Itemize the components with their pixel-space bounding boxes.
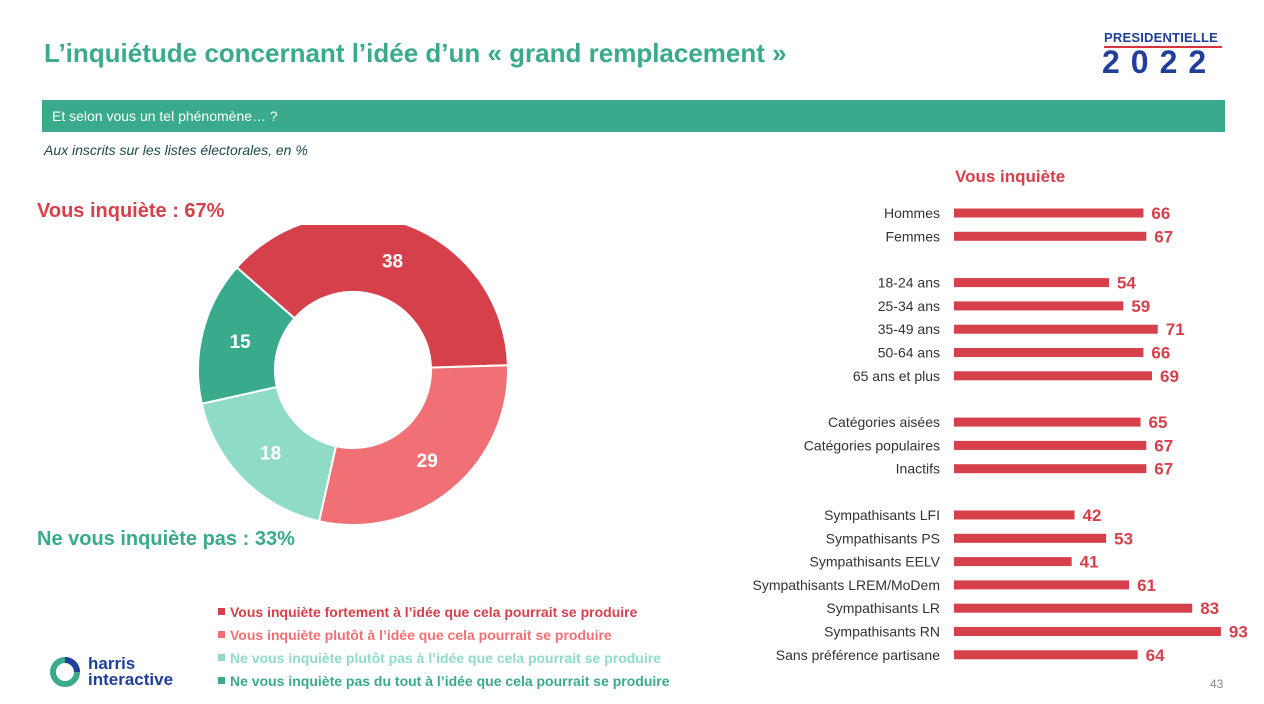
bar-value-label-0: 66 <box>1151 204 1170 223</box>
bar-category-label-16: Sans préférence partisane <box>776 647 940 663</box>
bar-value-label-5: 66 <box>1151 344 1170 363</box>
bar-14 <box>954 603 1193 613</box>
bar-value-label-13: 61 <box>1137 576 1156 595</box>
presidentielle-logo: PRESIDENTIELLE 2022 <box>1100 30 1225 80</box>
bar-category-label-11: Sympathisants PS <box>826 530 940 546</box>
bar-category-label-8: Catégories populaires <box>804 437 940 453</box>
harris-line2: interactive <box>88 670 174 689</box>
bar-value-label-3: 59 <box>1131 297 1150 316</box>
bar-13 <box>954 580 1130 590</box>
donut-slice-3 <box>197 266 296 405</box>
base-note: Aux inscrits sur les listes électorales,… <box>44 142 308 158</box>
donut-slice-label-2: 18 <box>260 443 281 464</box>
bar-12 <box>954 557 1072 567</box>
harris-logo: harris interactive <box>48 655 173 694</box>
bar-4 <box>954 324 1158 334</box>
bar-value-label-6: 69 <box>1160 367 1179 386</box>
legend-item-0: Vous inquiète fortement à l’idée que cel… <box>218 600 670 623</box>
bar-category-label-5: 50-64 ans <box>878 345 940 361</box>
logo-top-text: PRESIDENTIELLE <box>1104 30 1219 45</box>
bar-value-label-2: 54 <box>1117 274 1136 293</box>
bar-value-label-8: 67 <box>1154 436 1173 455</box>
donut-slice-label-1: 29 <box>417 451 438 472</box>
bar-value-label-1: 67 <box>1154 227 1173 246</box>
harris-ring-icon <box>50 657 80 687</box>
bar-5 <box>954 348 1144 357</box>
legend-label-3: Ne vous inquiète pas du tout à l’idée qu… <box>230 672 670 689</box>
legend-swatch-1 <box>218 631 225 638</box>
bar-category-label-14: Sympathisants LR <box>826 600 940 616</box>
harris-line1: harris <box>88 654 136 673</box>
bar-value-label-14: 83 <box>1200 599 1219 618</box>
bar-chart-title: Vous inquiète <box>955 167 1066 186</box>
donut-chart: 38 29 18 15 <box>197 225 509 526</box>
bar-value-label-12: 41 <box>1080 553 1099 572</box>
bar-category-label-7: Catégories aisées <box>828 414 940 430</box>
question-text: Et selon vous un tel phénomène… ? <box>52 108 278 124</box>
bar-category-label-13: Sympathisants LREM/MoDem <box>752 577 940 593</box>
donut-slice-0 <box>235 225 509 369</box>
legend-swatch-0 <box>218 608 225 615</box>
bar-category-label-15: Sympathisants RN <box>824 624 940 640</box>
bar-category-label-2: 18-24 ans <box>878 275 940 291</box>
worried-summary: Vous inquiète : 67% <box>37 200 225 222</box>
bar-7 <box>954 417 1141 427</box>
bar-9 <box>954 464 1147 474</box>
bar-1 <box>954 231 1147 241</box>
bar-category-label-6: 65 ans et plus <box>853 368 940 384</box>
logo-underline <box>1104 46 1222 48</box>
bar-value-label-16: 64 <box>1146 646 1165 665</box>
bar-category-label-4: 35-49 ans <box>878 321 940 337</box>
logo-year-text: 2022 <box>1102 44 1218 80</box>
bar-11 <box>954 533 1107 543</box>
legend-label-0: Vous inquiète fortement à l’idée que cel… <box>230 603 638 620</box>
bar-value-label-15: 93 <box>1229 623 1248 642</box>
legend-item-3: Ne vous inquiète pas du tout à l’idée qu… <box>218 669 670 692</box>
legend-swatch-2 <box>218 654 225 661</box>
bar-category-label-0: Hommes <box>884 205 940 221</box>
bar-category-label-1: Femmes <box>886 228 940 244</box>
bar-value-label-9: 67 <box>1154 460 1173 479</box>
bar-value-label-7: 65 <box>1149 413 1168 432</box>
bar-value-label-4: 71 <box>1166 320 1185 339</box>
legend-item-1: Vous inquiète plutôt à l’idée que cela p… <box>218 623 670 646</box>
bar-15 <box>954 627 1221 636</box>
legend-label-1: Vous inquiète plutôt à l’idée que cela p… <box>230 626 612 643</box>
bar-category-label-10: Sympathisants LFI <box>824 507 940 523</box>
donut-slice-label-0: 38 <box>382 251 403 272</box>
bar-16 <box>954 650 1138 660</box>
legend-swatch-3 <box>218 677 225 684</box>
bar-0 <box>954 208 1144 218</box>
bar-category-label-3: 25-34 ans <box>878 298 940 314</box>
donut-slice-label-3: 15 <box>230 332 252 353</box>
bar-8 <box>954 440 1147 450</box>
bar-value-label-11: 53 <box>1114 529 1133 548</box>
legend-item-2: Ne vous inquiète plutôt pas à l’idée que… <box>218 646 670 669</box>
donut-legend: Vous inquiète fortement à l’idée que cel… <box>218 600 670 692</box>
page-title: L’inquiétude concernant l’idée d’un « gr… <box>44 38 787 68</box>
legend-label-2: Ne vous inquiète plutôt pas à l’idée que… <box>230 649 661 666</box>
bar-2 <box>954 278 1109 288</box>
bar-3 <box>954 301 1124 311</box>
bar-value-label-10: 42 <box>1083 506 1102 525</box>
donut-slice-1 <box>317 364 509 526</box>
question-band: Et selon vous un tel phénomène… ? <box>42 100 1225 132</box>
donut-slice-2 <box>200 385 338 523</box>
not-worried-summary: Ne vous inquiète pas : 33% <box>37 528 295 550</box>
bar-category-label-9: Inactifs <box>896 461 940 477</box>
bar-category-label-12: Sympathisants EELV <box>810 554 941 570</box>
bar-6 <box>954 371 1153 381</box>
bar-10 <box>954 510 1075 520</box>
page-number: 43 <box>1210 677 1224 691</box>
